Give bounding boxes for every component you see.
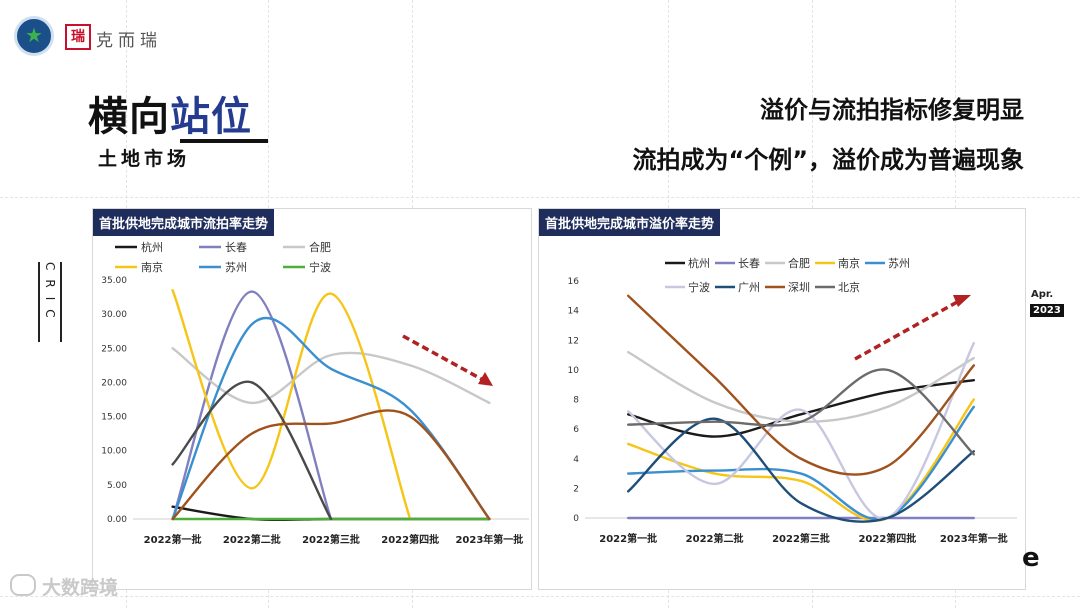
x-tick-label: 2023年第一批 [940, 532, 1008, 545]
title-underline [180, 139, 268, 143]
legend-label: 合肥 [309, 240, 331, 254]
x-tick-label: 2022第二批 [686, 532, 744, 545]
series-line-hidden_a [171, 380, 333, 521]
y-tick-label: 20.00 [101, 378, 127, 388]
star-icon: ★ [25, 23, 43, 47]
headline-line-1: 溢价与流拍指标修复明显 [760, 96, 1024, 124]
x-tick-label: 2022第二批 [223, 533, 281, 546]
series-line-宁波 [627, 342, 975, 520]
edge-glyph: e [1022, 543, 1040, 573]
legend-label: 深圳 [788, 281, 810, 294]
series-line-南京 [171, 289, 412, 521]
series-line-hidden_b [171, 409, 491, 521]
y-tick-label: 14 [568, 307, 580, 317]
x-tick-label: 2022第一批 [144, 533, 202, 546]
y-tick-label: 30.00 [101, 310, 127, 320]
y-tick-label: 6 [573, 425, 579, 435]
y-tick-label: 15.00 [101, 413, 127, 423]
series-line-深圳 [627, 294, 975, 476]
x-tick-label: 2022第四批 [858, 532, 916, 545]
title-part-b: 站位 [170, 94, 252, 140]
series-line-长春 [171, 290, 333, 521]
x-tick-label: 2022第四批 [381, 533, 439, 546]
page-subtitle: 土地市场 [98, 148, 191, 170]
legend-label: 宁波 [688, 280, 710, 294]
legend-label: 苏州 [225, 261, 247, 274]
date-month: Apr. [1031, 289, 1054, 300]
title-part-a: 横向 [88, 94, 170, 140]
watermark-text: 大数跨境 [42, 577, 119, 599]
trend-arrow-down [402, 334, 486, 383]
chart-title-left: 首批供地完成城市流拍率走势 [93, 209, 275, 236]
legend-label: 长春 [225, 241, 247, 254]
y-tick-label: 2 [573, 484, 579, 494]
x-tick-label: 2022第三批 [302, 533, 360, 546]
arrow-head [478, 372, 493, 386]
headline-line-2: 流拍成为“个例”，溢价成为普遍现象 [632, 146, 1024, 174]
trend-arrow-up [854, 299, 960, 361]
y-tick-label: 8 [573, 396, 579, 406]
side-label: CRIC [38, 262, 62, 342]
side-label-text: CRIC [43, 262, 57, 327]
series-line-合肥 [171, 347, 491, 405]
y-tick-label: 16 [568, 277, 580, 287]
legend-label: 苏州 [888, 257, 910, 270]
y-tick-label: 25.00 [101, 344, 127, 354]
y-tick-label: 5.00 [107, 481, 127, 491]
watermark-icon [10, 574, 36, 596]
y-tick-label: 35.00 [101, 276, 127, 286]
y-tick-label: 12 [568, 336, 579, 346]
legend-label: 合肥 [788, 256, 810, 270]
brand-name: 克而瑞 [96, 31, 162, 51]
y-tick-label: 10.00 [101, 447, 127, 457]
series-line-南京 [627, 398, 975, 522]
x-tick-label: 2022第三批 [772, 532, 830, 545]
series-line-广州 [627, 417, 975, 523]
legend-label: 长春 [738, 257, 760, 270]
x-tick-label: 2022第一批 [599, 532, 657, 545]
series-line-北京 [627, 368, 975, 456]
legend-label: 杭州 [688, 256, 710, 270]
company-logo: ★ [14, 16, 54, 56]
legend-label: 宁波 [309, 260, 331, 274]
legend-label: 北京 [838, 280, 860, 294]
date-year: 2023 [1030, 304, 1064, 317]
chart-panel-right: 首批供地完成城市溢价率走势 杭州 长春 合肥 南京 苏州宁波 广州 深圳 北京 0 2 4 6 8 10 1… [538, 208, 1026, 590]
chart-title-right: 首批供地完成城市溢价率走势 [539, 209, 721, 236]
watermark: 大数跨境 [10, 573, 118, 600]
legend-label: 南京 [141, 260, 163, 274]
y-tick-label: 0.00 [107, 515, 127, 525]
y-tick-label: 0 [573, 514, 579, 524]
page-title: 横向站位 [88, 84, 252, 142]
y-tick-label: 4 [573, 455, 579, 465]
y-tick-label: 10 [568, 366, 580, 376]
series-line-苏州 [627, 405, 975, 521]
x-tick-label: 2023年第一批 [455, 533, 523, 546]
legend-label: 杭州 [141, 240, 163, 254]
chart-panel-left: 首批供地完成城市流拍率走势 杭州 长春 合肥南京 苏州 宁波 0.00 5.00 10.00 1… [92, 208, 532, 590]
arrow-head [953, 295, 971, 307]
legend-label: 广州 [738, 281, 760, 294]
legend-label: 南京 [838, 256, 860, 270]
seal-logo: 瑞 [65, 24, 91, 50]
